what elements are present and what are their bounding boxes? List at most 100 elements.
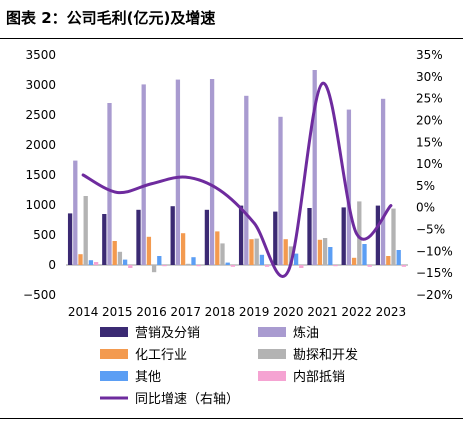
chart-title: 图表 2：公司毛利(亿元)及增速 [6,9,216,27]
bar [151,265,157,273]
bar [238,205,244,265]
bar [220,243,225,265]
bar [351,257,357,265]
bar [175,79,181,265]
y-tick-label: 1000 [25,198,56,212]
bar [333,265,338,267]
bar [225,262,230,265]
bar [312,70,317,265]
bar [191,257,196,265]
bar [88,260,94,265]
bar [73,160,78,265]
title-bar: 图表 2：公司毛利(亿元)及增速 [0,0,463,39]
x-tick-label: 2020 [273,305,304,319]
legend-label: 炼油 [293,326,319,341]
legend-label: 勘探和开发 [293,347,358,363]
y2-tick-label: 30% [416,70,443,84]
y2-tick-label: −5% [416,223,445,237]
legend-label: 营销及分销 [135,326,200,341]
bar [102,214,107,265]
bar [278,116,283,265]
bar [128,265,133,268]
bar [230,265,236,267]
y2-tick-label: 25% [416,92,443,106]
y-tick-label: 2000 [25,138,56,152]
bar [346,109,352,265]
bar [180,233,186,265]
bar [307,208,312,265]
legend-label: 同比增速（右轴） [135,392,239,407]
bar [396,250,401,265]
y2-tick-label: 5% [416,179,435,193]
bar [215,231,220,265]
bar [293,253,299,265]
bar [328,247,333,265]
bar [386,256,391,265]
y2-tick-label: −15% [416,266,453,280]
y-tick-label: 0 [48,258,56,272]
y-tick-label: 3000 [25,78,56,92]
bar [401,265,407,267]
bar [322,238,328,265]
bar [157,256,162,265]
bar [249,239,254,265]
bar [288,246,294,265]
legend-swatch [100,327,128,337]
y2-tick-label: −10% [416,244,453,258]
bar [78,254,83,265]
x-tick-label: 2021 [307,305,338,319]
bar [83,196,88,265]
y-tick-label: 1500 [25,168,56,182]
bar [162,265,167,267]
y-tick-label: 3500 [25,48,56,62]
bar [141,84,146,266]
bar [170,206,175,265]
x-tick-label: 2015 [102,305,133,319]
bar [146,236,152,265]
bar [67,213,73,265]
legend-swatch [100,371,128,381]
x-tick-label: 2014 [68,305,99,319]
y2-tick-label: 35% [416,48,443,62]
bar [362,244,367,265]
bar [93,262,99,265]
bar [264,265,270,267]
y2-tick-label: 20% [416,113,443,127]
bar [244,95,249,265]
x-tick-label: 2016 [136,305,167,319]
x-tick-label: 2019 [239,305,270,319]
x-tick-label: 2023 [376,305,407,319]
legend-label: 内部抵销 [293,369,345,385]
bar [391,208,396,265]
bar [122,259,128,265]
bar [341,207,346,265]
bar [107,103,112,265]
legend-swatch [100,349,128,359]
y2-tick-label: 15% [416,135,443,149]
bar [136,209,141,265]
bottom-divider [0,418,463,419]
bar [380,98,386,265]
bar [254,238,259,265]
legend-swatch [258,327,286,337]
bar [273,211,278,265]
y-tick-label: 500 [33,228,56,242]
bar [209,79,215,265]
y2-tick-label: −20% [416,288,453,302]
bar [317,239,323,265]
y-tick-label: −500 [23,288,56,302]
bar [196,265,201,267]
bar [204,209,210,265]
y2-tick-label: 10% [416,157,443,171]
bar [186,263,191,265]
bar [117,251,123,265]
growth-line [81,81,393,278]
legend-label: 化工行业 [135,348,187,363]
bar [357,201,362,265]
x-tick-label: 2018 [205,305,236,319]
bar [283,239,288,265]
y-tick-label: 2500 [25,108,56,122]
x-tick-label: 2022 [341,305,372,319]
bar [367,265,372,267]
